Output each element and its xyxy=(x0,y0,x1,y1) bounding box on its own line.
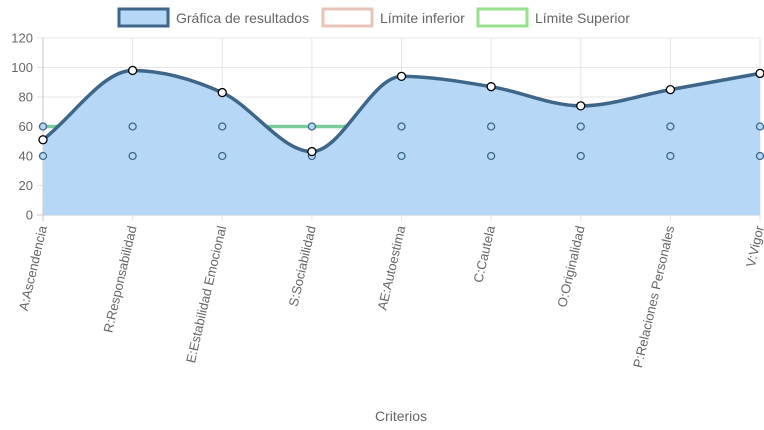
data-point-2 xyxy=(38,122,48,131)
data-point-0 xyxy=(755,68,764,79)
data-point-2 xyxy=(486,122,496,131)
legend-swatch-2 xyxy=(476,7,529,28)
data-point-2 xyxy=(755,122,764,131)
data-point-0 xyxy=(486,82,496,92)
x-tick-label: AE:Autoestima xyxy=(374,224,408,312)
series-layer xyxy=(41,68,762,215)
data-point-1 xyxy=(218,151,227,161)
y-tick-label: 0 xyxy=(26,208,33,223)
data-point-0 xyxy=(307,146,317,157)
y-tick-label: 60 xyxy=(19,119,33,134)
data-point-0 xyxy=(217,87,227,98)
y-tick-label: 20 xyxy=(19,178,33,193)
data-point-0 xyxy=(576,101,586,111)
legend-swatch-0 xyxy=(117,7,170,28)
y-axis: 0 20 40 60 80 100 120 xyxy=(11,31,33,223)
x-tick-label: C:Cautela xyxy=(470,224,498,284)
data-point-2 xyxy=(307,122,317,131)
data-point-0 xyxy=(665,84,676,95)
y-tick-label: 120 xyxy=(11,31,33,46)
data-point-1 xyxy=(128,151,137,161)
legend-label-1: Límite inferior xyxy=(380,10,465,26)
legend-label-0: Gráfica de resultados xyxy=(176,10,309,26)
x-tick-label: A:Ascendencia xyxy=(16,224,50,313)
series-line-0 xyxy=(41,68,762,154)
x-tick-label: P:Relaciones Personales xyxy=(630,224,677,369)
x-axis: A:Ascendencia R:Responsabilidad E:Estabili… xyxy=(16,224,764,370)
y-tick-label: 100 xyxy=(11,60,33,75)
data-point-1 xyxy=(576,151,585,161)
data-point-2 xyxy=(397,122,406,131)
x-tick-label: S:Sociabilidad xyxy=(286,224,319,308)
points-layer xyxy=(38,65,764,161)
x-tick-label: O:Originalidad xyxy=(554,224,587,308)
data-point-2 xyxy=(576,122,585,131)
data-point-0 xyxy=(38,135,48,145)
data-point-2 xyxy=(666,122,675,131)
y-tick-label: 40 xyxy=(19,149,33,164)
data-point-1 xyxy=(38,151,48,161)
legend-label-2: Límite Superior xyxy=(535,10,630,26)
data-point-1 xyxy=(486,151,496,161)
legend-swatch-1 xyxy=(321,7,374,28)
data-point-1 xyxy=(755,151,764,161)
x-tick-label: E:Estabilidad Emocional xyxy=(183,224,229,364)
data-point-1 xyxy=(397,151,406,161)
x-tick-label: R:Responsabilidad xyxy=(100,224,139,334)
data-point-0 xyxy=(127,65,138,76)
y-tick-label: 80 xyxy=(19,90,33,105)
data-point-0 xyxy=(396,71,407,81)
data-point-2 xyxy=(128,122,137,131)
data-point-2 xyxy=(218,122,227,131)
x-axis-title: Criterios xyxy=(375,408,427,424)
x-tick-label: V:Vigor xyxy=(743,224,764,269)
legend: Gráfica de resultados Límite inferior Lími… xyxy=(117,7,630,28)
data-point-1 xyxy=(666,151,675,161)
